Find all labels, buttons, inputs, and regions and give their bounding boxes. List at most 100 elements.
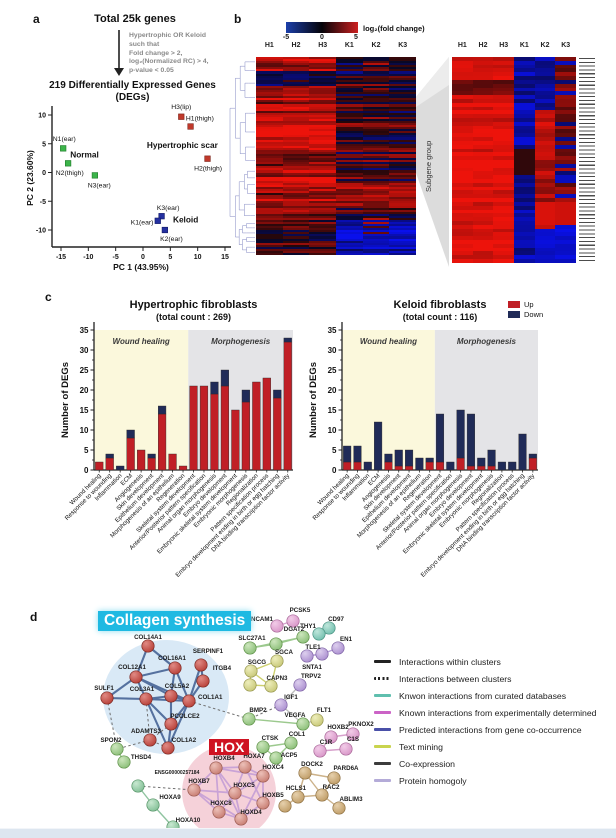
label: C1S [347,736,359,743]
label: HOXD4 [240,809,262,816]
gene-node [234,812,248,826]
label: SERPINF1 [193,648,224,655]
label: Response to wounding [64,472,114,522]
bar-down [363,461,372,471]
bar-up [353,461,362,471]
legend-row: Interactions between clusters [374,670,614,687]
label: COL1 [289,731,306,738]
label: -5 [40,199,46,206]
bar-up [384,461,393,471]
label: 10 [80,426,89,435]
label: Number of DEGs [60,362,71,438]
gene-node [129,670,143,684]
label: 20 [328,386,337,395]
gene-node [256,740,270,754]
gene-node [212,805,226,819]
gene-node [300,649,314,663]
network-edge [240,775,264,820]
legend-up-swatch [508,301,520,308]
label: DGAT2 [284,626,305,633]
gene-name-labels [579,58,595,262]
gene-node [164,689,178,703]
label: 15 [328,406,337,415]
bar-up [220,385,229,471]
legend-down-swatch [508,311,520,318]
label: -5 [113,254,119,261]
legend-line-swatch [374,745,391,748]
label: SLC27A1 [238,635,266,642]
gene-node [131,779,145,793]
label: H2(thigh) [194,165,222,172]
label: Morphogenesis [457,337,517,346]
bar-up [95,461,104,471]
bar-down [384,453,393,463]
legend-label: Interactions within clusters [399,656,501,667]
region-band [94,330,189,470]
data-point [65,160,72,167]
label: 25 [328,366,337,375]
label: BMP2 [249,707,267,714]
bar-up [252,381,261,471]
network-legend: Interactions within clusters Interactions… [374,653,614,789]
gene-node [164,717,178,731]
bar-down [456,409,465,459]
label: HCLS1 [286,785,307,792]
bar-up [178,465,188,471]
legend-row: Protein homogoly [374,772,614,789]
bar-down [466,413,475,467]
label: Normal [70,150,99,160]
label: -15 [56,254,66,261]
label: COL14A1 [134,634,162,641]
legend-line-swatch [374,660,391,663]
gene-node [194,658,208,672]
bar-down [528,453,537,459]
network-edge [145,698,169,749]
bar-up [147,457,156,471]
panel-b-label: b [234,12,242,26]
bar-down [147,453,156,459]
bar-down [241,389,250,403]
legend-line-swatch [374,762,391,765]
string-network: COL14A1 COL16A1 SERPINF1 ITGB4 COL12A1 SULF1 C… [94,607,374,838]
bar-down [283,337,292,343]
label: 35 [328,326,337,335]
label: Morphogenesis [211,337,271,346]
legend-row: Known interactions from experimentally d… [374,704,614,721]
legend-row: Predicted interactions from gene co-occu… [374,721,614,738]
bar-down [497,461,506,471]
data-point [187,123,194,130]
network-edge [188,700,250,720]
gene-node [269,637,283,651]
panel-d-label: d [30,610,38,624]
gene-node [278,799,292,813]
colorbar-label: log₂(fold change) [363,24,425,33]
label: FLT1 [317,707,332,714]
bar-down [487,449,496,467]
label: Hypertrophic fibroblasts [130,299,258,311]
gene-node [243,641,257,655]
gene-node [187,783,201,797]
label: 5 [42,141,46,148]
label: THY1 [300,623,316,630]
bar-up [231,409,240,471]
label: PKNOX2 [348,721,374,728]
bar-down [210,381,219,395]
bar-up [168,453,177,471]
label: 0 [141,254,145,261]
zoom-wedge [416,57,449,267]
gene-node [270,654,284,668]
heatmap-subgroup [452,57,576,263]
label: COL16A1 [158,655,186,662]
label: HOXA7 [243,753,265,760]
bar-down [405,449,414,467]
label: HOXC8 [210,800,232,807]
label: DOCK2 [301,761,323,768]
label: 0 [42,170,46,177]
label: 30 [80,346,89,355]
bar-up [405,465,414,471]
panel-a-result-title: 219 Differentially Expressed Genes (DEGs… [49,80,216,103]
gene-node [209,761,223,775]
label: COL12A1 [118,664,146,671]
legend-label: Protein homogoly [399,775,467,786]
label: THSD4 [131,754,152,761]
